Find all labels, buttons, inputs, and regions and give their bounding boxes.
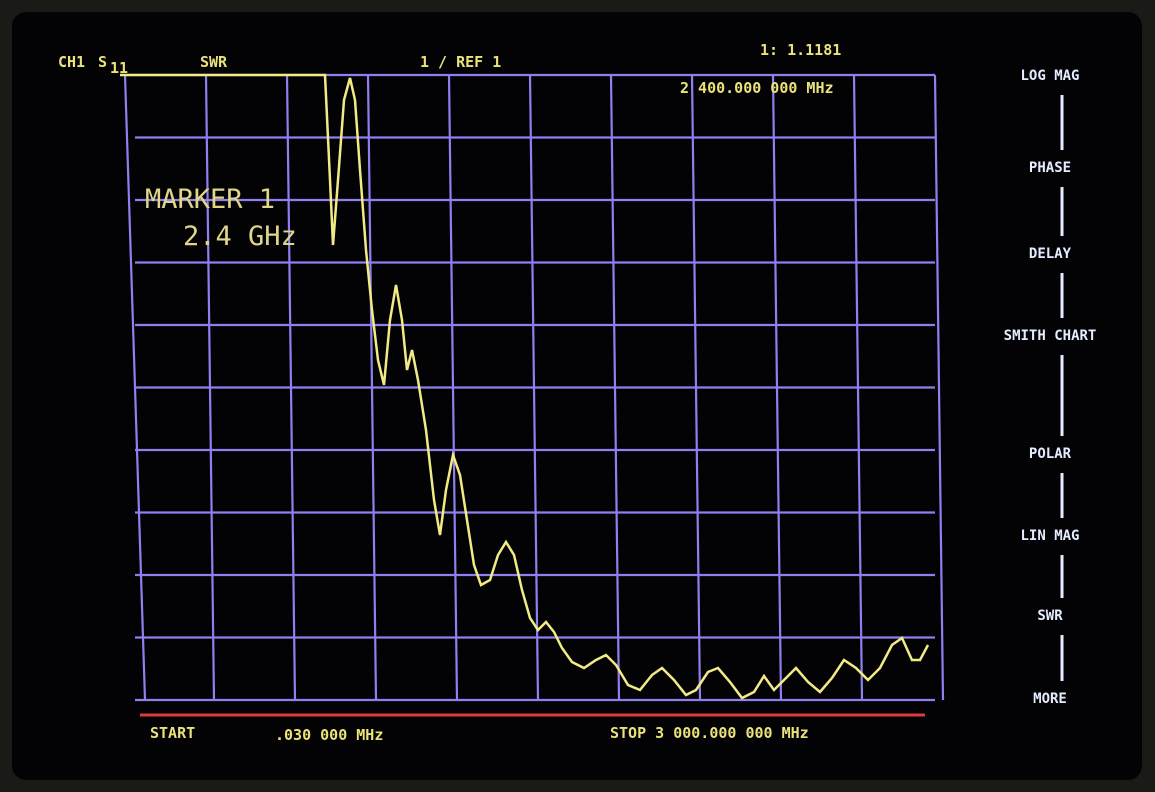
grid-line xyxy=(609,74,621,701)
marker-value: 1: 1.1181 xyxy=(760,41,841,59)
softkey[interactable]: SMITH CHART xyxy=(1004,328,1097,344)
annotation-line: 2.4 GHz xyxy=(183,221,297,252)
softkey[interactable]: PHASE xyxy=(1029,160,1071,176)
softkey[interactable]: SWR xyxy=(1037,608,1063,624)
softkey[interactable]: MORE xyxy=(1033,691,1067,707)
grid-line xyxy=(690,74,702,701)
start-label: START xyxy=(150,724,195,742)
stop: STOP 3 000.000 000 MHz xyxy=(610,724,809,742)
parameter: S xyxy=(98,53,107,71)
grid xyxy=(123,73,945,702)
start-value: .030 000 MHz xyxy=(275,726,383,744)
softkey[interactable]: LOG MAG xyxy=(1020,68,1079,84)
softkey[interactable]: LIN MAG xyxy=(1020,528,1079,544)
format: SWR xyxy=(200,53,228,71)
channel: CH1 xyxy=(58,53,85,71)
softkey[interactable]: POLAR xyxy=(1029,446,1072,462)
softkeys: LOG MAG PHASE DELAY SMITH CHART POLAR LIN MAG… xyxy=(1004,68,1097,707)
softkey[interactable]: DELAY xyxy=(1029,246,1072,262)
annotation-line: MARKER 1 xyxy=(145,184,275,215)
scale: 1 / REF 1 xyxy=(420,53,501,71)
grid-line xyxy=(852,74,864,701)
marker-freq: 2 400.000 000 MHz xyxy=(680,79,834,97)
trace xyxy=(120,73,930,700)
grid-line xyxy=(933,74,945,701)
parameter-sub: 11 xyxy=(110,59,128,77)
grid-line xyxy=(771,74,783,701)
